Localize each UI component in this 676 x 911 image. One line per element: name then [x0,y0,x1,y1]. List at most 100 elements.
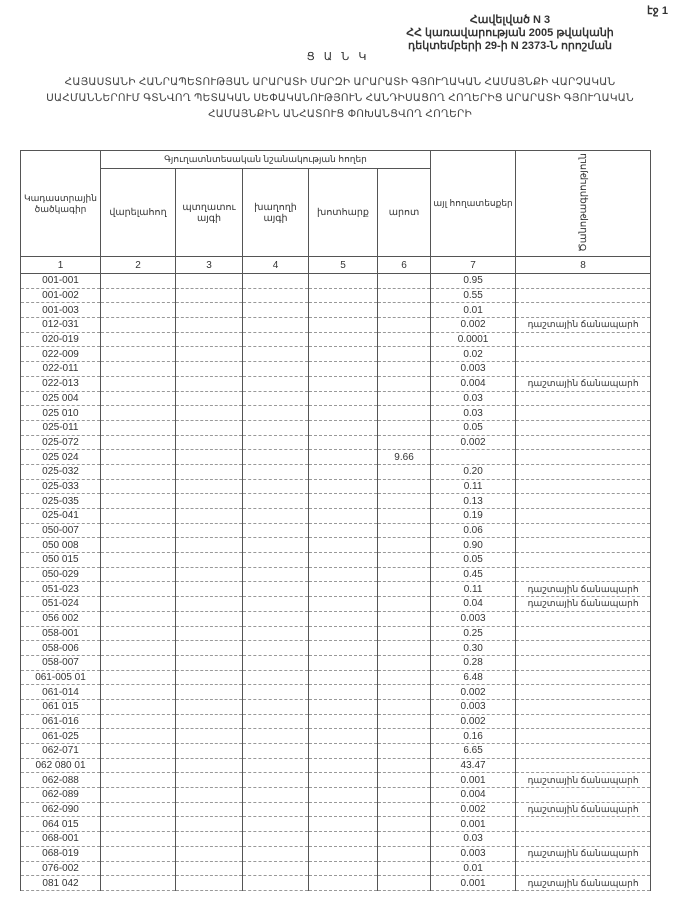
empty-cell [242,640,309,656]
cadastral-code: 058-001 [20,625,101,642]
empty-cell [308,375,378,392]
empty-cell [242,669,309,686]
pasture-value [376,375,432,392]
cadastral-code: 001-002 [20,287,101,304]
empty-cell [100,287,176,304]
pasture-value [376,478,432,495]
other-land-value: 0.13 [430,493,517,509]
pasture-value [376,831,432,847]
empty-cell [308,801,378,818]
cadastral-code: 051-023 [20,581,101,598]
pasture-value [376,361,432,377]
cadastral-code: 022-011 [20,361,101,377]
other-land-value: 0.002 [430,801,517,818]
note [515,743,652,759]
empty-cell [175,434,243,451]
empty-cell [242,287,309,304]
pasture-value [376,405,432,421]
empty-cell [242,419,309,436]
other-land-value: 6.48 [430,669,517,686]
table-row: 022-013 0.004 դաշտային ճանապարհ [20,375,652,392]
empty-cell [100,375,176,392]
table-row: 050-029 0.45 [20,566,652,583]
col-header-orchard: պտղատու այգի [175,168,243,257]
empty-cell [175,346,243,363]
note [515,610,652,627]
table-row: 025-011 0.05 [20,419,652,436]
table-row: 025-035 0.13 [20,493,652,509]
table-row: 022-011 0.003 [20,361,652,377]
other-land-value [430,449,517,465]
empty-cell [308,508,378,524]
empty-cell [308,302,378,319]
table-row: 025 010 0.03 [20,405,652,421]
cadastral-code: 025-072 [20,434,101,451]
note [515,537,652,554]
empty-cell [175,831,243,847]
pasture-value [376,654,432,671]
empty-cell [100,493,176,509]
other-land-value: 0.003 [430,361,517,377]
pasture-value [376,816,432,833]
empty-cell [175,463,243,480]
note [515,463,652,480]
column-number: 3 [175,256,243,274]
other-land-value: 0.30 [430,640,517,656]
empty-cell [242,860,309,877]
cadastral-code: 062-071 [20,743,101,759]
empty-cell [175,728,243,744]
note: դաշտային ճանապարհ [515,375,652,392]
note [515,390,652,407]
note [515,713,652,730]
cadastral-code: 050-029 [20,566,101,583]
empty-cell [175,449,243,465]
empty-cell [242,654,309,671]
cadastral-code: 061-016 [20,713,101,730]
note: դաշտային ճանապարհ [515,801,652,818]
cadastral-code: 056 002 [20,610,101,627]
note [515,273,652,289]
pasture-value [376,273,432,289]
empty-cell [242,317,309,333]
pasture-value [376,566,432,583]
column-number: 8 [515,256,652,274]
empty-cell [100,860,176,877]
table-row: 062-088 0.001 դաշտային ճանապարհ [20,772,652,789]
col-header-code: Կադաստրային ծածկագիր [20,150,101,257]
empty-cell [242,816,309,833]
empty-cell [100,331,176,348]
document-title: ՀԱՅԱՍՏԱՆԻ ՀԱՆՐԱՊԵՏՈՒԹՅԱՆ ԱՐԱՐԱՏԻ ՄԱՐԶԻ Ա… [46,76,634,120]
empty-cell [100,654,176,671]
empty-cell [308,743,378,759]
pasture-value [376,419,432,436]
empty-cell [100,390,176,407]
column-number: 4 [242,256,309,274]
empty-cell [175,801,243,818]
empty-cell [308,640,378,656]
empty-cell [242,552,309,568]
table-row: 051-023 0.11 դաշտային ճանապարհ [20,581,652,598]
note [515,552,652,568]
cadastral-code: 061 015 [20,698,101,715]
note: դաշտային ճանապարհ [515,845,652,862]
note [515,287,652,304]
empty-cell [242,625,309,642]
note [515,654,652,671]
note: դաշտային ճանապարհ [515,875,652,891]
cadastral-code: 025-011 [20,419,101,436]
note [515,405,652,421]
other-land-value: 0.03 [430,831,517,847]
pasture-value [376,684,432,700]
cadastral-code: 068-019 [20,845,101,862]
empty-cell [308,610,378,627]
pasture-value [376,787,432,803]
note [515,434,652,451]
empty-cell [242,698,309,715]
other-land-value: 0.001 [430,816,517,833]
empty-cell [100,405,176,421]
other-land-value: 43.47 [430,757,517,774]
empty-cell [242,463,309,480]
empty-cell [175,419,243,436]
column-number: 7 [430,256,517,274]
empty-cell [242,405,309,421]
